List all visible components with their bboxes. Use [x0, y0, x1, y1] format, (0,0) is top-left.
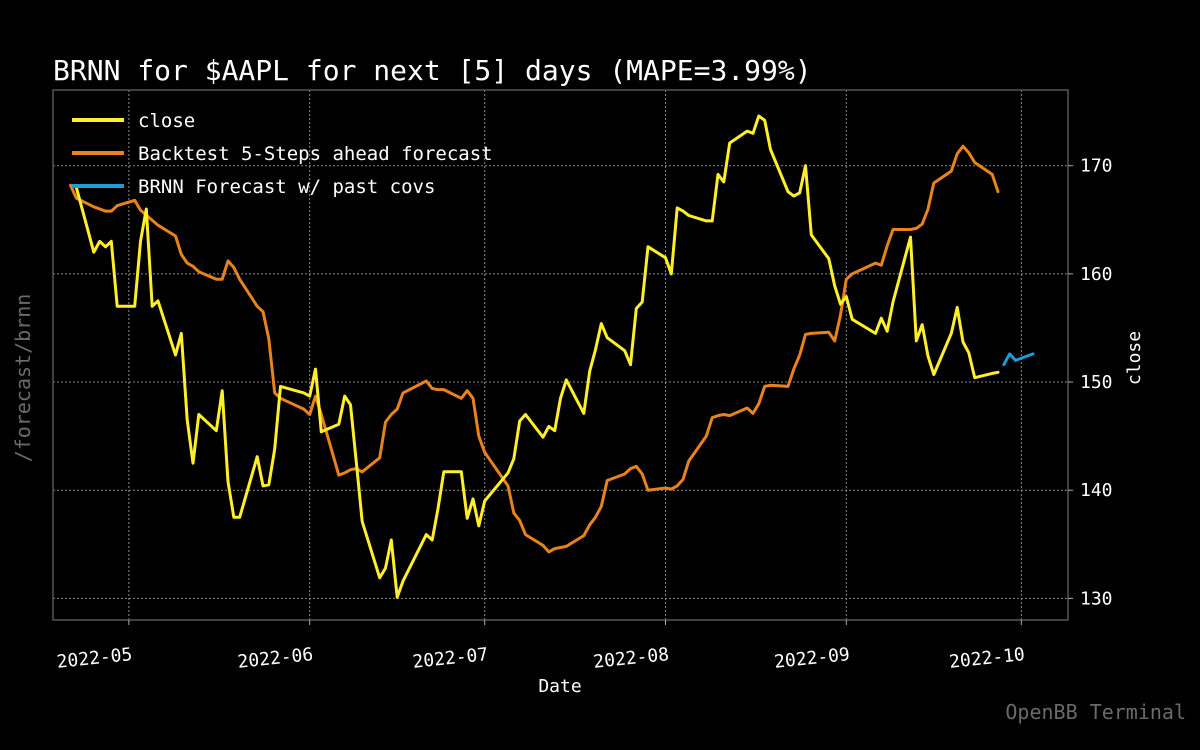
- chart-title: BRNN for $AAPL for next [5] days (MAPE=3…: [53, 54, 812, 87]
- y-tick-label: 150: [1080, 372, 1113, 393]
- y-axis-ticks: 130 140 150 160 170: [1068, 156, 1113, 609]
- series-line-forecast: [1002, 352, 1035, 367]
- legend-label-forecast: BRNN Forecast w/ past covs: [138, 176, 435, 198]
- y-axis-label: close: [1124, 331, 1145, 385]
- series-layer: [69, 114, 1035, 599]
- series-line-close: [74, 114, 1000, 599]
- y-tick-label: 140: [1080, 480, 1113, 501]
- y-tick-label: 160: [1080, 264, 1113, 285]
- y-tick-label: 130: [1080, 588, 1113, 609]
- watermark: OpenBB Terminal: [1005, 700, 1186, 724]
- x-axis-label: Date: [538, 676, 581, 697]
- plot-frame: [52, 89, 1069, 621]
- y-tick-label: 170: [1080, 156, 1113, 177]
- legend: close Backtest 5-Steps ahead forecast BRNN…: [72, 110, 493, 198]
- side-label: /forecast/brnn: [11, 294, 35, 463]
- gridlines: [53, 90, 1068, 620]
- legend-label-close: close: [138, 110, 195, 132]
- legend-label-backtest: Backtest 5-Steps ahead forecast: [138, 143, 493, 165]
